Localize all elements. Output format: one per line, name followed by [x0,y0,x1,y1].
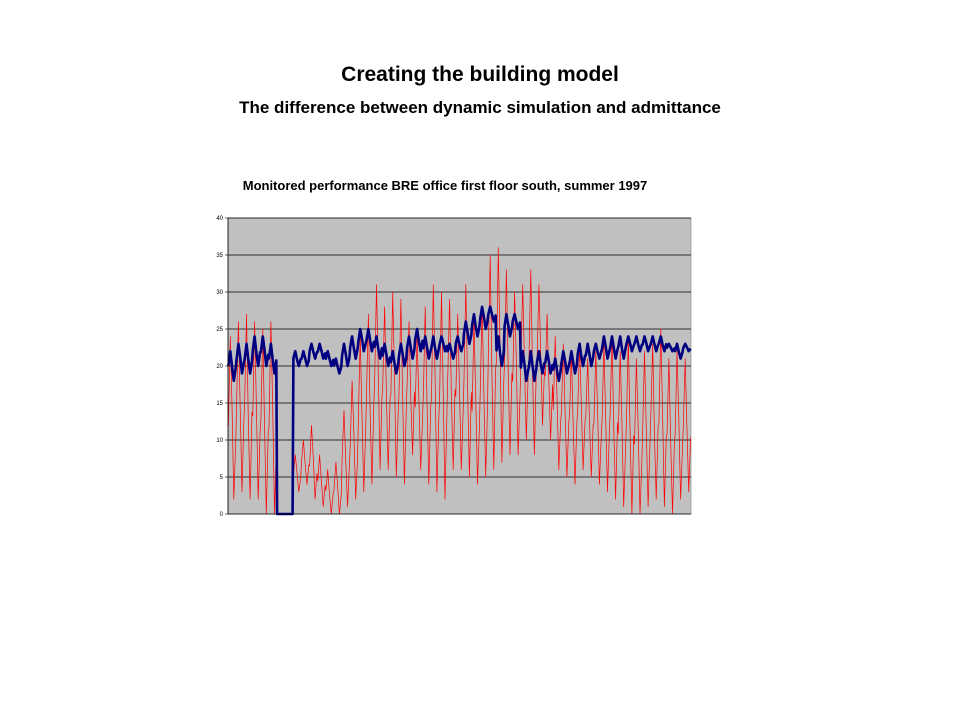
series-layer [227,247,692,516]
chart-title: Monitored performance BRE office first f… [242,178,648,193]
y-tick-label: 20 [216,364,223,370]
y-tick-label: 40 [216,216,223,222]
y-tick-label: 10 [216,438,223,444]
series-navy-line [227,305,692,516]
y-tick-label: 0 [220,512,224,518]
series-red-line [228,247,691,515]
tick-layer: 0 5 10 15 20 25 30 35 40 [216,216,228,518]
y-tick-label: 30 [216,290,223,296]
y-tick-label: 15 [216,401,223,407]
slide-subtitle: The difference between dynamic simulatio… [239,98,721,117]
slide-title: Creating the building model [341,63,619,86]
y-tick-label: 25 [216,327,223,333]
y-tick-label: 5 [220,475,224,481]
y-tick-label: 35 [216,253,223,259]
